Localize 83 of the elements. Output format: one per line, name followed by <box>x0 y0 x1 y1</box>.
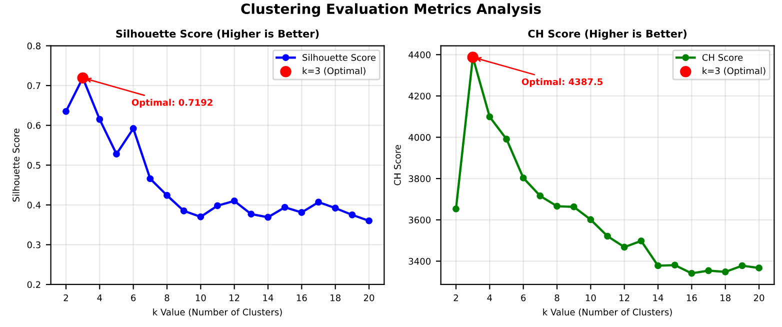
x-tick-label: 16 <box>296 294 307 302</box>
x-axis-title: k Value (Number of Clusters) <box>543 308 672 317</box>
point <box>587 216 594 224</box>
x-tick-label: 20 <box>754 294 764 302</box>
point <box>62 108 70 115</box>
point <box>197 213 204 220</box>
x-tick-label: 4 <box>97 294 102 302</box>
chart-title: Silhouette Score (Higher is Better) <box>116 30 319 40</box>
point <box>654 262 662 270</box>
y-tick-label: 0.2 <box>27 281 40 288</box>
y-tick-label: 4000 <box>408 134 431 141</box>
point <box>756 264 762 272</box>
point <box>230 197 238 204</box>
point <box>671 262 678 269</box>
x-tick-label: 2 <box>64 294 68 302</box>
point <box>520 174 527 182</box>
x-tick-label: 20 <box>364 294 374 302</box>
x-tick-label: 12 <box>620 294 630 302</box>
chart-title: CH Score (Higher is Better) <box>528 30 686 40</box>
y-tick-label: 0.6 <box>27 122 41 129</box>
point <box>164 192 170 199</box>
y-tick-label: 4200 <box>408 92 431 100</box>
x-tick-label: 12 <box>230 294 240 302</box>
point <box>620 244 628 251</box>
y-tick-label: 4400 <box>408 51 431 58</box>
y-tick-label: 0.7 <box>27 82 40 90</box>
x-tick-label: 4 <box>487 294 492 302</box>
point <box>315 198 322 206</box>
point <box>705 267 712 274</box>
y-tick-label: 3600 <box>408 216 431 224</box>
x-tick-label: 14 <box>653 294 664 302</box>
x-tick-label: 18 <box>720 294 730 302</box>
point <box>452 205 460 212</box>
point <box>554 202 560 210</box>
annotation: Optimal: 0.7192 <box>132 98 212 108</box>
x-axis-title: k Value (Number of Clusters) <box>153 308 282 317</box>
point <box>570 203 578 210</box>
point <box>281 204 288 211</box>
annotation: Optimal: 4387.5 <box>522 78 603 87</box>
y-axis-title: CH Score <box>394 144 401 186</box>
point <box>264 214 272 221</box>
y-tick-label: 0.5 <box>27 162 40 169</box>
point <box>298 209 306 216</box>
point <box>77 72 88 84</box>
y-tick-label: 0.4 <box>27 202 41 208</box>
x-tick-label: 8 <box>554 294 560 302</box>
point <box>113 150 120 158</box>
legend-label: CH Score <box>702 54 743 61</box>
point <box>180 207 188 214</box>
y-tick-label: 0.8 <box>27 42 40 50</box>
point <box>332 204 339 212</box>
point <box>688 270 696 277</box>
point <box>738 262 746 270</box>
x-tick-label: 6 <box>521 294 526 302</box>
y-tick-label: 3800 <box>408 175 431 182</box>
x-tick-label: 8 <box>164 294 170 302</box>
y-axis-title: Silhouette Score <box>12 128 20 202</box>
point <box>96 116 104 123</box>
x-tick-label: 18 <box>330 294 340 302</box>
point <box>722 268 729 276</box>
point <box>366 217 372 224</box>
legend-label: Silhouette Score <box>302 54 376 61</box>
point <box>146 175 154 182</box>
point <box>248 210 255 218</box>
legend-label: k=3 (Optimal) <box>702 67 766 76</box>
x-tick-label: 16 <box>686 294 697 302</box>
point <box>536 192 544 200</box>
point <box>638 237 645 244</box>
x-tick-label: 6 <box>131 294 136 302</box>
y-tick-label: 3400 <box>408 258 431 265</box>
y-tick-label: 0.3 <box>27 241 40 248</box>
point <box>130 125 137 132</box>
point <box>604 232 611 240</box>
text: Clustering Evaluation Metrics Analysis <box>241 3 541 17</box>
point <box>348 211 356 218</box>
x-tick-label: 14 <box>263 294 274 302</box>
x-tick-label: 10 <box>586 294 596 302</box>
x-tick-label: 2 <box>454 294 458 302</box>
legend-label: k=3 (Optimal) <box>302 67 366 76</box>
point <box>214 202 221 210</box>
x-tick-label: 10 <box>196 294 206 302</box>
point <box>486 113 494 120</box>
point <box>503 136 510 143</box>
